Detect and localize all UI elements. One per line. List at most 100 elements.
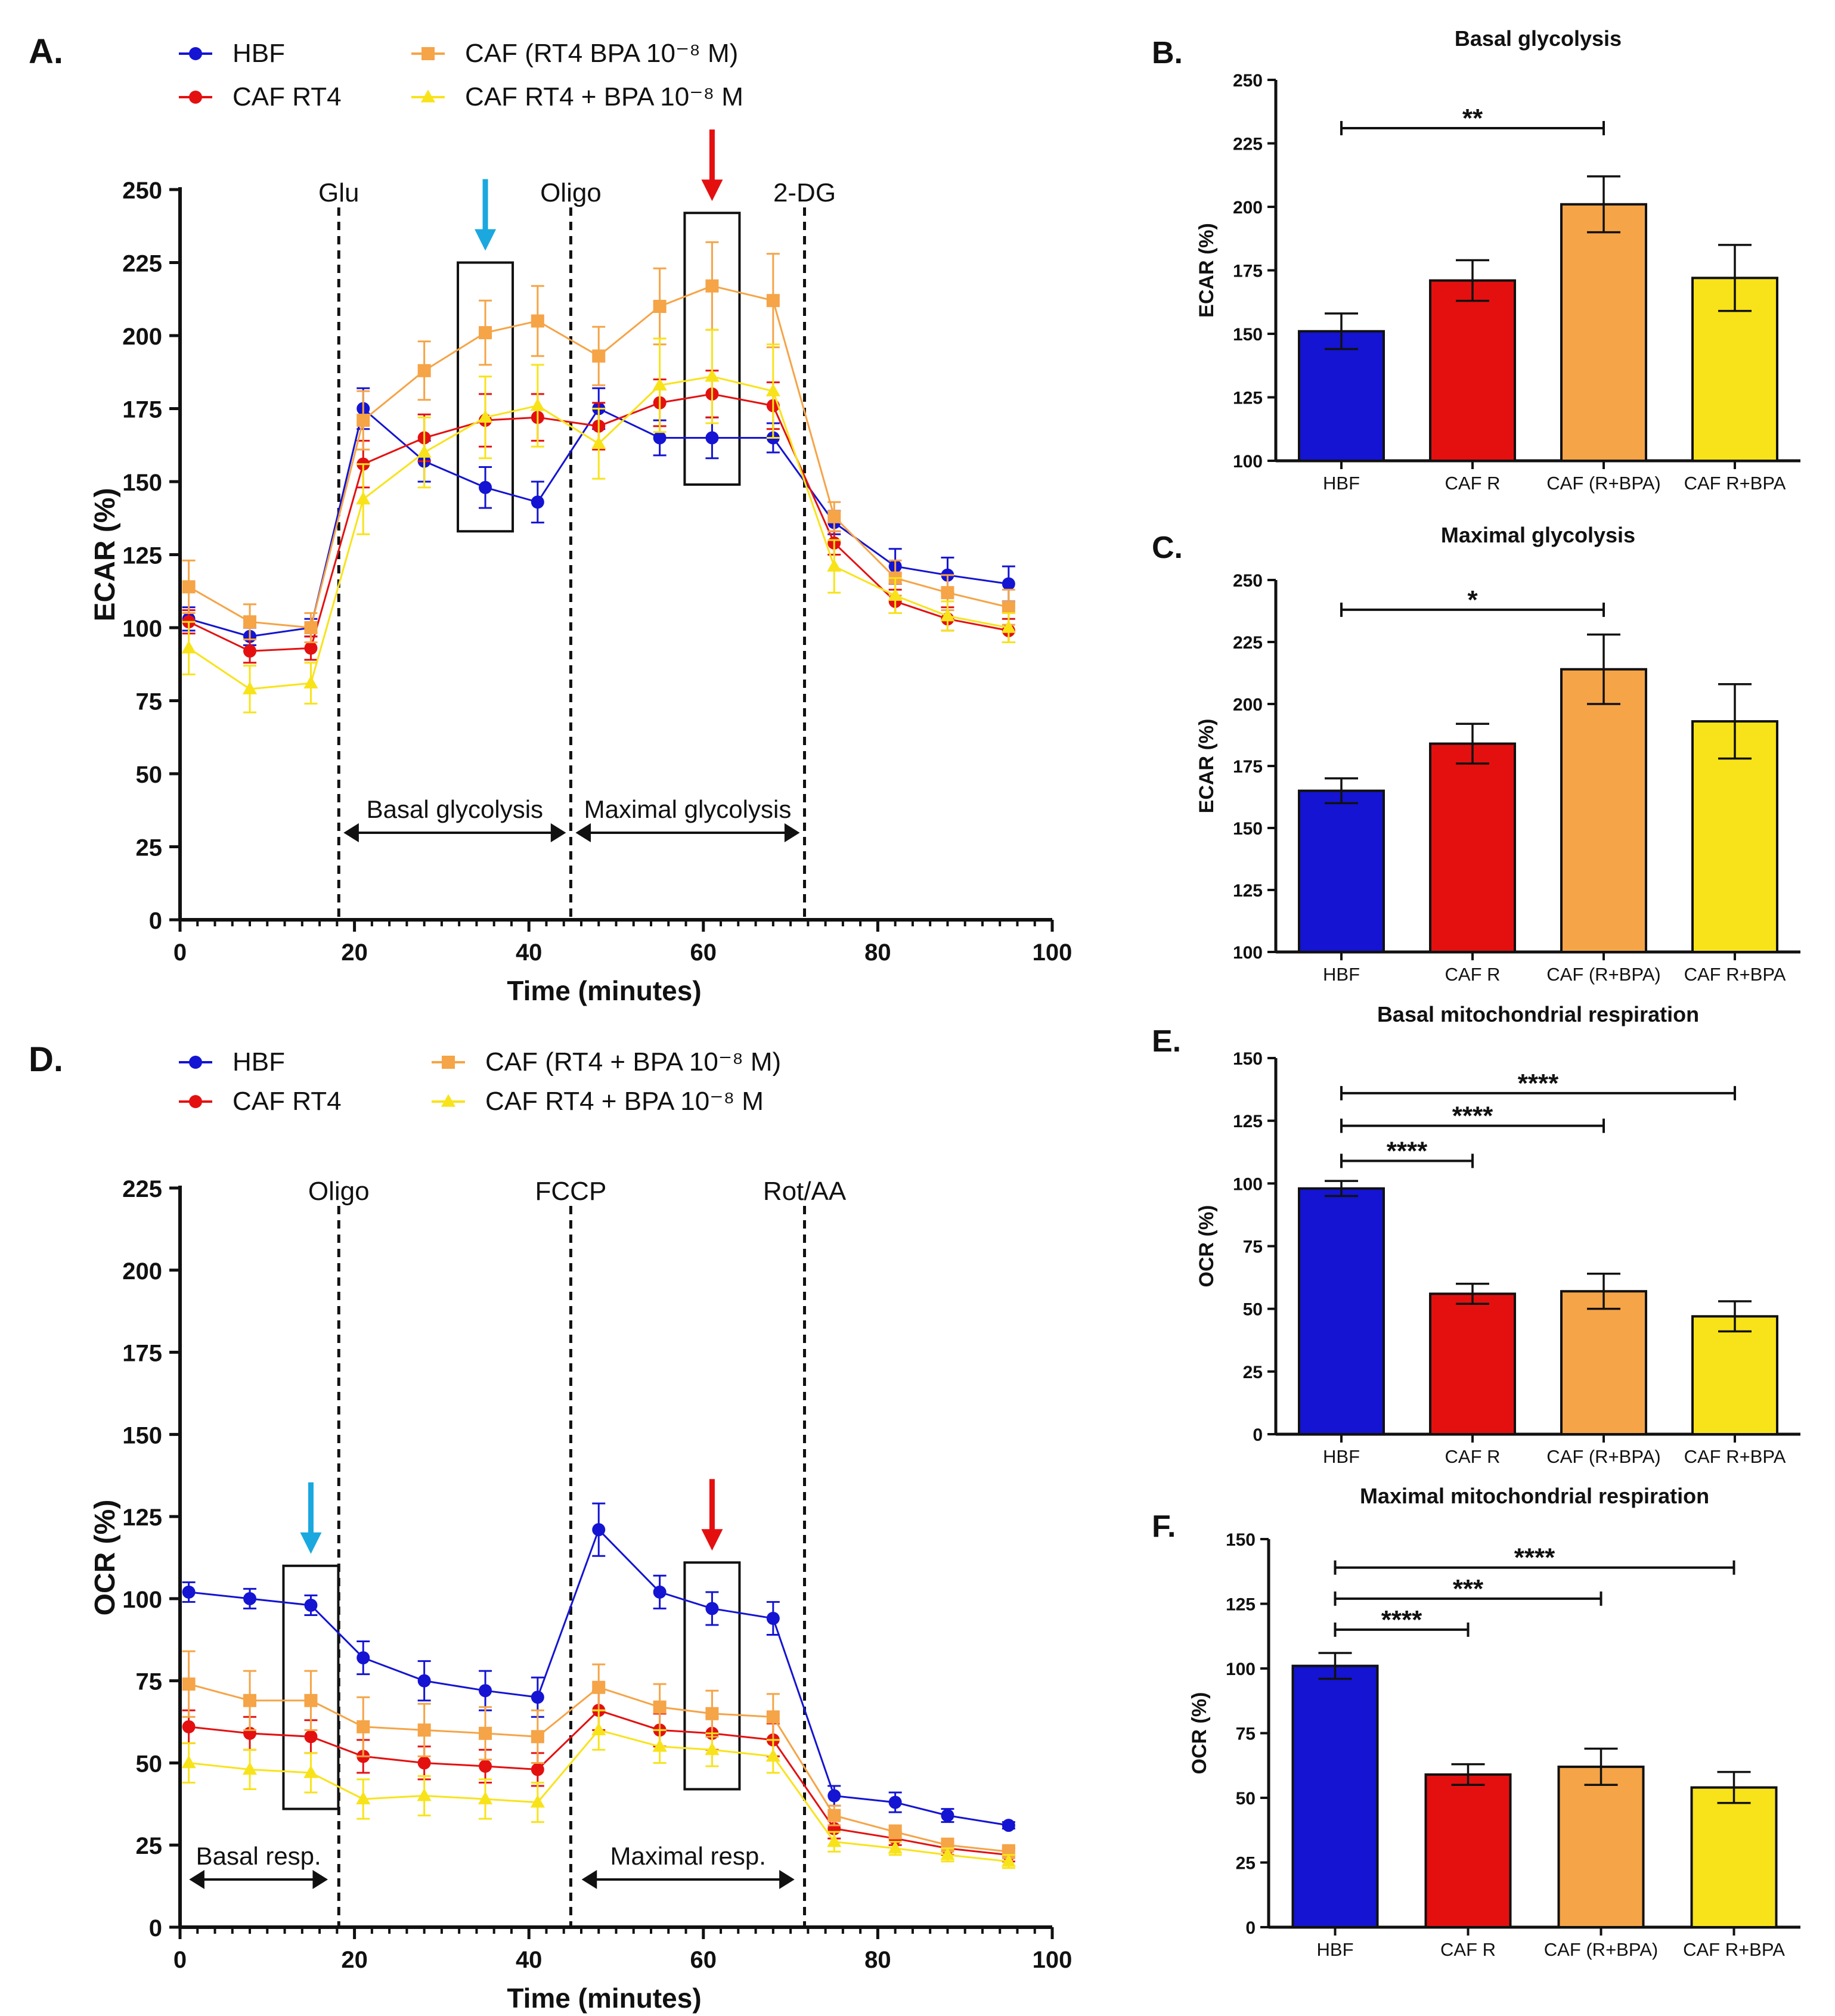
category-label: HBF (1323, 964, 1360, 985)
legend-marker-marker (442, 1056, 455, 1069)
phase-arrowhead-right (784, 823, 800, 842)
data-point (888, 1841, 903, 1854)
category-label: CAF (R+BPA) (1546, 473, 1660, 494)
category-label: CAF R (1445, 1446, 1501, 1467)
data-point (653, 1700, 667, 1714)
category-label: CAF R+BPA (1683, 1939, 1785, 1960)
data-point (941, 586, 954, 600)
category-label: HBF (1317, 1939, 1354, 1960)
y-tick-label: 50 (1236, 1789, 1256, 1809)
data-point (243, 1592, 257, 1605)
legend-marker-marker (189, 47, 202, 60)
data-point (417, 445, 432, 458)
data-point (888, 1825, 902, 1839)
data-point (242, 681, 258, 694)
y-tick-label: 175 (122, 397, 162, 423)
x-tick-label: 0 (173, 1947, 187, 1973)
x-tick-label: 20 (341, 1947, 368, 1973)
y-tick-label: 175 (1233, 757, 1263, 777)
y-tick-label: 125 (1233, 389, 1263, 408)
data-point (652, 377, 667, 391)
phase-arrowhead-left (343, 823, 359, 842)
data-point (653, 300, 667, 313)
y-tick-label: 225 (1233, 633, 1263, 653)
y-tick-label: 175 (1233, 262, 1263, 281)
data-point (417, 1674, 431, 1688)
data-point (592, 349, 606, 363)
category-label: CAF (R+BPA) (1546, 1446, 1660, 1467)
data-point (765, 1748, 780, 1762)
legend-marker-marker (421, 47, 435, 60)
data-point (304, 1730, 318, 1744)
highlight-box (683, 212, 741, 486)
data-point (652, 1739, 667, 1752)
data-point (357, 1720, 370, 1733)
data-point (827, 1834, 842, 1847)
data-point (417, 1788, 432, 1801)
y-tick-label: 150 (122, 1422, 162, 1449)
y-tick-label: 50 (1243, 1300, 1263, 1320)
panel-label-F: F. (1152, 1509, 1176, 1544)
data-point (304, 621, 318, 634)
y-tick-label: 125 (122, 1505, 162, 1531)
significance-label: **** (1381, 1605, 1422, 1634)
y-tick-label: 0 (1245, 1918, 1256, 1938)
x-tick-label: 20 (341, 939, 368, 966)
injection-label: Oligo (308, 1177, 370, 1206)
bar (1298, 330, 1385, 462)
data-point (827, 559, 842, 572)
data-point (243, 1694, 257, 1707)
data-point (479, 480, 492, 494)
injection-label: FCCP (535, 1177, 607, 1206)
chart-title: Basal glycolysis (1455, 26, 1622, 51)
data-point (531, 1691, 544, 1704)
legend-label: HBF (233, 1047, 285, 1077)
highlight-box (683, 1561, 741, 1791)
data-point (303, 675, 318, 688)
y-tick-label: 25 (1236, 1854, 1256, 1874)
legend-label: CAF RT4 (233, 82, 342, 111)
data-point (1002, 577, 1015, 591)
category-label: CAF R+BPA (1684, 1446, 1786, 1467)
phase-arrowhead-right (779, 1870, 795, 1889)
data-point (182, 1585, 196, 1599)
category-label: CAF R (1445, 473, 1501, 494)
data-point (304, 1598, 318, 1612)
data-point (479, 326, 492, 340)
y-tick-label: 75 (136, 689, 163, 715)
injection-label: Oligo (540, 178, 602, 207)
data-point (242, 1761, 258, 1775)
data-point (827, 1789, 841, 1803)
data-point (653, 1585, 667, 1599)
data-point (531, 495, 544, 509)
data-point (827, 510, 841, 523)
data-point (940, 608, 955, 622)
chart-title: Maximal mitochondrial respiration (1360, 1484, 1709, 1508)
phase-label: Maximal resp. (610, 1842, 765, 1870)
bar (1557, 1765, 1645, 1928)
y-tick-label: 25 (1243, 1363, 1263, 1382)
legend-label: CAF RT4 + BPA 10⁻⁸ M (485, 1087, 764, 1116)
panel-label-C: C. (1152, 531, 1183, 565)
data-point (705, 368, 720, 382)
y-tick-label: 100 (1233, 943, 1263, 963)
data-point (243, 644, 257, 658)
y-tick-label: 150 (1233, 325, 1263, 345)
data-point (1002, 600, 1015, 614)
data-point (531, 1763, 544, 1776)
cyan-arrow-indicator-head (475, 229, 497, 251)
data-point (592, 1523, 606, 1537)
legend-marker-marker (189, 1056, 202, 1069)
x-tick-label: 40 (516, 1947, 543, 1973)
legend-label: HBF (233, 39, 285, 68)
category-label: CAF (R+BPA) (1546, 964, 1660, 985)
y-tick-label: 75 (1236, 1725, 1256, 1744)
y-tick-label: 100 (1233, 452, 1263, 472)
x-tick-label: 60 (690, 939, 717, 966)
y-tick-label: 250 (1233, 571, 1263, 591)
data-point (417, 364, 431, 377)
phase-arrowhead-left (581, 1870, 597, 1889)
phase-arrowhead-left (575, 823, 591, 842)
data-point (478, 410, 493, 423)
